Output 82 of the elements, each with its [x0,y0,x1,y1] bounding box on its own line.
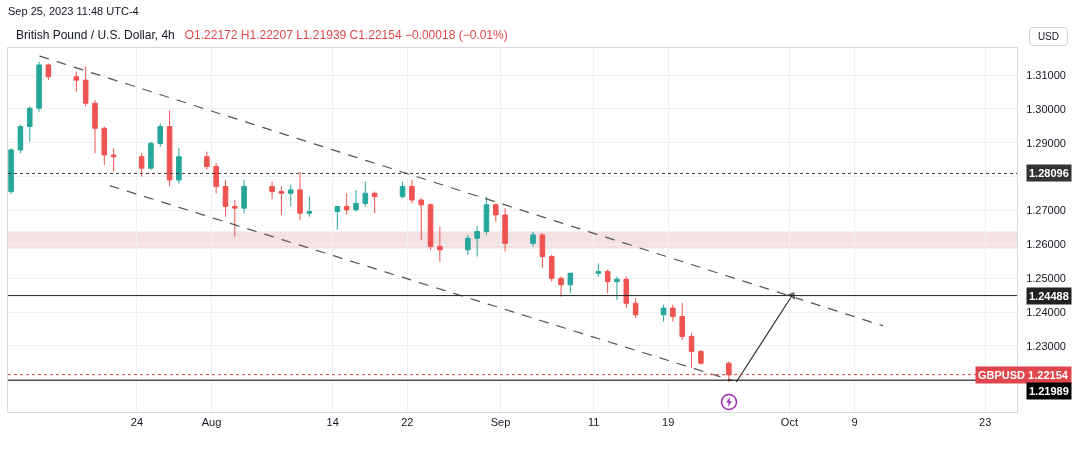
candlestick [92,99,98,154]
candlestick [493,202,499,223]
candlestick [623,276,630,309]
candlestick [101,126,108,166]
x-tick-label: 14 [326,416,339,429]
y-tick-label: 1.24000 [1026,305,1066,318]
y-tick-label: 1.25000 [1026,272,1066,285]
ref-line-label: 1.24488 [1029,290,1069,302]
candlestick [670,304,676,323]
x-tick-label: Aug [201,416,222,429]
candlestick [483,196,490,236]
candlestick [399,181,406,199]
x-tick-label: 11 [587,416,600,429]
candlestick [73,71,80,93]
x-tick-label: 22 [401,416,414,429]
candlestick [306,196,313,218]
x-tick-label: Sep [490,416,511,429]
candlestick [8,147,14,195]
candlestick [17,124,24,154]
candlestick [110,147,117,173]
candlestick [157,123,164,148]
candlestick [698,349,704,366]
candlestick [660,304,667,323]
x-tick-label: 9 [851,416,858,429]
candlestick [82,66,89,108]
candlestick [427,202,434,251]
text: Sep 25, 2023 11:48 UTC-4 [8,5,139,17]
ref-line-label: 1.21989 [1029,385,1069,397]
x-tick-label: 23 [979,416,992,429]
x-tick-label: Oct [780,416,798,429]
candlestick [287,184,294,207]
ref-line-label: 1.28096 [1029,167,1069,179]
candlestick [595,262,602,278]
candlestick [688,332,695,369]
y-tick-label: 1.31000 [1026,68,1066,81]
candlestick [269,181,275,200]
text: USD [1028,27,1068,46]
candlestick [241,179,247,214]
candlestick [232,199,238,238]
candlestick [726,361,732,383]
y-tick-label: 1.23000 [1026,339,1066,352]
candlestick [26,106,33,143]
candlestick [204,151,210,171]
y-tick-label: 1.26000 [1026,238,1066,251]
candlestick [362,181,369,207]
candlestick [614,276,620,301]
x-tick-label: 24 [130,416,144,429]
candlestick [502,207,508,252]
y-tick-label: 1.27000 [1026,204,1066,217]
chart-title: British Pound / U.S. Dollar, 4h [16,28,175,42]
candlestick [138,152,145,178]
candlestick [166,110,173,187]
candlestick [213,162,219,194]
candlestick [567,272,574,294]
candlestick [474,225,480,258]
candlestick [297,171,303,221]
candlestick [679,302,685,341]
candlestick [539,232,546,269]
candlestick [604,269,611,294]
candlestick [632,297,639,319]
candlestick [530,231,536,247]
candlestick [437,225,443,263]
candlestick [343,192,350,216]
candlestick [371,191,378,214]
candlestick [36,61,42,113]
y-tick-label: 1.30000 [1026,102,1066,115]
candlestick [334,205,341,231]
candlestick [409,179,415,204]
candlestick [176,147,182,184]
candlestick [418,197,425,241]
x-tick-label: 19 [662,416,675,429]
candlestick [222,179,229,218]
candlestick [558,276,564,298]
candlestick [548,254,555,283]
chart-subtitle: O1.22172 H1.22207 L1.21939 C1.22154 −0.00018 (−0.01%) [184,28,508,42]
y-tick-label: 1.29000 [1026,136,1066,149]
ref-line-label: GBPUSD 1.22154 [978,369,1069,381]
candlestick [353,189,359,213]
candlestick [148,141,154,171]
candlestick [45,63,52,81]
candlestick [278,185,285,216]
candlestick [465,234,471,256]
